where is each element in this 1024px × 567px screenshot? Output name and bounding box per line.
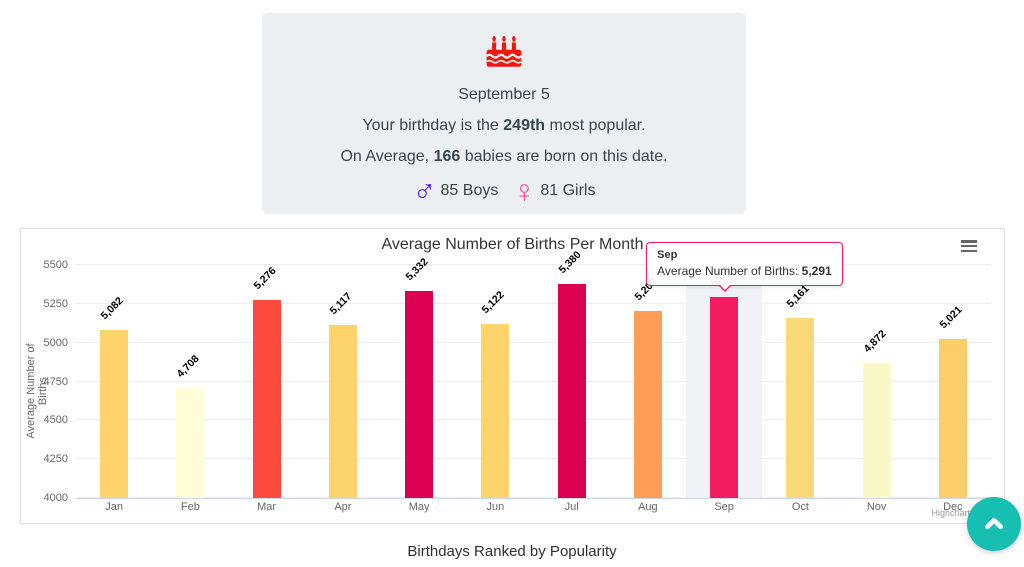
section-caption: Birthdays Ranked by Popularity	[407, 543, 617, 560]
gender-split-row: ♂ 85 Boys ♀ 81 Girls	[262, 173, 746, 209]
grid-line	[76, 302, 991, 304]
bar-jul[interactable]	[557, 283, 586, 498]
grid-line	[76, 380, 991, 382]
y-tick-label: 4500	[43, 414, 68, 427]
bar-feb[interactable]	[176, 388, 205, 498]
bar-value-label: 5,276	[251, 264, 279, 292]
birthday-summary-card: September 5 Your birthday is the 249th m…	[262, 13, 746, 214]
grid-line	[76, 419, 991, 421]
bar-value-label: 5,161	[784, 282, 812, 310]
chart-title: Average Number of Births Per Month	[381, 236, 644, 253]
y-tick-label: 4000	[43, 492, 68, 504]
bar-oct[interactable]	[786, 317, 815, 498]
x-tick-label: Feb	[180, 501, 200, 513]
x-axis-labels: Jan Feb Mar Apr May Jun Jul Aug Sep Oct Nov Dec	[76, 501, 991, 517]
average-prefix: On Average,	[340, 148, 434, 165]
x-tick-label: Apr	[334, 501, 352, 513]
y-axis-title: Average Number of Births	[25, 343, 49, 439]
y-tick-label: 5000	[43, 336, 68, 349]
x-tick-label: Oct	[791, 501, 809, 513]
x-tick-label: Jul	[564, 501, 579, 513]
x-tick-label: Mar	[257, 501, 277, 513]
male-icon: ♂	[412, 173, 437, 209]
girls-count-label: 81 Girls	[540, 182, 596, 199]
y-tick-label: 5250	[43, 297, 68, 310]
female-icon: ♀	[512, 173, 537, 209]
x-tick-label: Aug	[638, 501, 658, 513]
tooltip-value: 5,291	[801, 264, 832, 279]
x-tick-label: Dec	[943, 501, 963, 513]
x-axis-line	[76, 498, 991, 499]
x-tick-label: Jan	[105, 501, 123, 513]
average-suffix: babies are born on this date.	[460, 148, 668, 165]
bar-jun[interactable]	[481, 323, 510, 498]
highcharts-credit[interactable]: Highcharts.com	[931, 508, 994, 518]
bar-sep[interactable]	[710, 297, 739, 498]
birthdate-text: September 5	[458, 86, 550, 103]
births-per-month-chart: Average Number of Births Per Month Avera…	[20, 228, 1005, 524]
y-tick-label: 4250	[43, 453, 68, 466]
chart-tooltip: Sep Average Number of Births: 5,291	[646, 242, 843, 293]
grid-line	[76, 497, 991, 498]
chevron-up-icon	[981, 511, 1007, 537]
x-tick-label: Sep	[714, 501, 734, 513]
tooltip-arrow-fill	[719, 284, 732, 291]
bar-mar[interactable]	[252, 299, 281, 498]
y-tick-label: 5500	[43, 259, 68, 271]
popularity-prefix: Your birthday is the	[362, 117, 504, 134]
popularity-line: Your birthday is the 249th most popular.	[262, 117, 746, 135]
average-births-line: On Average, 166 babies are born on this …	[262, 148, 746, 166]
popularity-rank: 249th	[503, 117, 546, 134]
bar-may[interactable]	[405, 291, 434, 498]
grid-line	[76, 264, 991, 265]
bar-jan[interactable]	[100, 329, 129, 498]
bar-value-label: 5,082	[98, 294, 126, 322]
tooltip-category: Sep	[657, 249, 678, 262]
scroll-to-top-button[interactable]	[967, 497, 1021, 551]
bar-dec[interactable]	[938, 339, 967, 498]
hamburger-menu-icon[interactable]	[961, 240, 977, 252]
boys-count-label: 85 Boys	[440, 182, 499, 199]
tooltip-label: Average Number of Births:	[657, 264, 802, 279]
bar-apr[interactable]	[328, 324, 357, 498]
plot-area: Sep Average Number of Births: 5,291 4000…	[44, 242, 991, 504]
bar-nov[interactable]	[862, 362, 891, 498]
y-tick-label: 4750	[43, 375, 68, 388]
average-count: 166	[433, 148, 461, 165]
bar-value-label: 5,021	[937, 304, 965, 332]
x-tick-label: Jun	[486, 501, 505, 513]
grid-line	[76, 341, 991, 343]
bar-value-label: 4,708	[174, 352, 202, 381]
popularity-suffix: most popular.	[545, 117, 646, 134]
bar-aug[interactable]	[633, 311, 662, 498]
tooltip-body: Average Number of Births: 5,291	[657, 264, 832, 278]
birthday-cake-icon	[482, 33, 526, 73]
bar-value-label: 5,332	[403, 256, 431, 284]
x-tick-label: May	[408, 501, 430, 513]
grid-line	[76, 458, 991, 460]
x-tick-label: Nov	[866, 501, 887, 513]
